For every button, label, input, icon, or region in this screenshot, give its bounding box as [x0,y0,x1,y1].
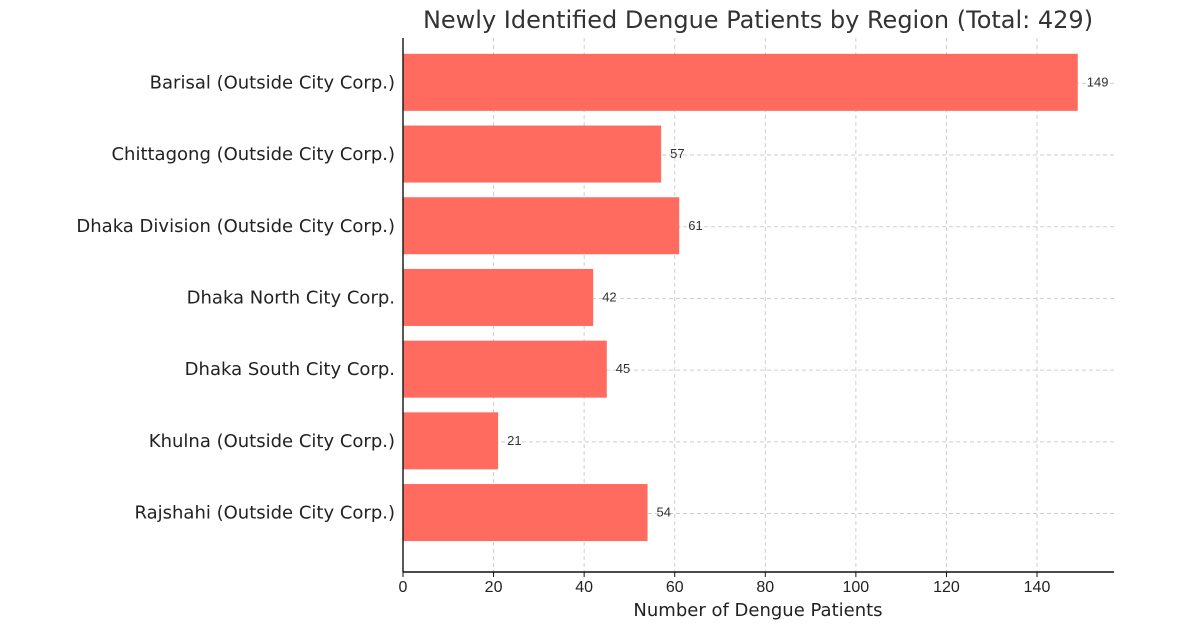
y-tick-label: Barisal (Outside City Corp.) [150,72,395,93]
labels-layer: Barisal (Outside City Corp.) 149 Chittagon… [76,72,1108,523]
y-tick-label: Dhaka Division (Outside City Corp.) [76,216,395,237]
x-tick-label: 140 [1024,579,1051,596]
bar [403,340,607,398]
data-label: 149 [1087,74,1109,89]
y-tick-label: Chittagong (Outside City Corp.) [111,144,395,165]
data-label: 45 [616,361,630,376]
data-label: 61 [688,218,702,233]
chart-title: Newly Identified Dengue Patients by Regi… [423,6,1093,34]
x-tick-label: 60 [666,579,684,596]
x-tick-label: 120 [933,579,960,596]
x-tick-label: 0 [399,579,408,596]
x-tick-label: 100 [843,579,870,596]
bar [403,484,648,542]
x-tick-label: 80 [756,579,774,596]
y-tick-label: Dhaka North City Corp. [187,287,395,308]
y-tick-label: Khulna (Outside City Corp.) [149,431,395,452]
bars-layer [403,53,1078,542]
data-label: 42 [602,289,616,304]
bar [403,197,680,255]
bar [403,53,1078,111]
bar [403,412,499,470]
x-tick-label: 20 [485,579,503,596]
data-label: 54 [657,505,671,520]
x-tick-label: 40 [575,579,593,596]
data-label: 21 [507,433,521,448]
bar [403,125,662,183]
axes-layer: 0 20 40 60 80 100 120 140 [399,38,1114,596]
x-axis-label: Number of Dengue Patients [633,600,882,621]
y-tick-label: Rajshahi (Outside City Corp.) [135,503,396,524]
y-tick-label: Dhaka South City Corp. [185,359,395,380]
data-label: 57 [670,146,684,161]
bar [403,268,594,326]
